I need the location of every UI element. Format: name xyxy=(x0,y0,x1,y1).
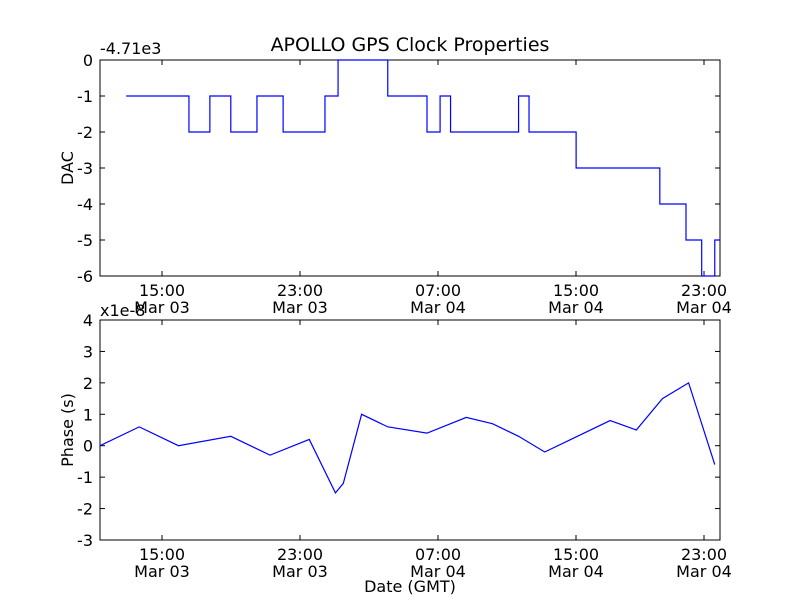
x-tick-label-date: Mar 03 xyxy=(272,562,328,581)
y-tick-label: -2 xyxy=(77,500,93,519)
x-tick-label-date: Mar 04 xyxy=(676,562,732,581)
x-tick-label-date: Mar 04 xyxy=(410,562,466,581)
x-tick-label-time: 23:00 xyxy=(681,545,727,564)
x-tick-label-time: 15:00 xyxy=(553,281,599,300)
chart-title: APOLLO GPS Clock Properties xyxy=(271,34,550,56)
phase-offset-label: x1e-8 xyxy=(100,301,145,320)
y-tick-label: -3 xyxy=(77,159,93,178)
y-tick-label: 1 xyxy=(83,405,93,424)
phase-panel: x1e-8 Phase (s) Date (GMT) 4 3 2 1 0 -1 -2 -3 15… xyxy=(58,301,732,596)
x-tick-label-date: Mar 04 xyxy=(676,298,732,317)
x-tick-label-date: Mar 04 xyxy=(548,562,604,581)
dac-y-axis-label: DAC xyxy=(58,151,77,185)
y-tick-label: -4 xyxy=(77,195,93,214)
x-tick-label-date: Mar 03 xyxy=(272,298,328,317)
x-tick-label-date: Mar 03 xyxy=(134,562,190,581)
x-tick-label-date: Mar 04 xyxy=(548,298,604,317)
y-tick-label: 0 xyxy=(83,437,93,456)
x-tick-label-time: 23:00 xyxy=(277,545,323,564)
phase-y-axis-label: Phase (s) xyxy=(58,393,77,467)
y-tick-label: 0 xyxy=(83,51,93,70)
x-tick-label-time: 15:00 xyxy=(553,545,599,564)
phase-x-axis-label: Date (GMT) xyxy=(364,577,456,596)
y-tick-label: -1 xyxy=(77,87,93,106)
y-tick-label: -2 xyxy=(77,123,93,142)
dac-offset-label: -4.71e3 xyxy=(100,39,161,58)
y-tick-label: -5 xyxy=(77,231,93,250)
x-tick-label-time: 23:00 xyxy=(681,281,727,300)
x-tick-label-date: Mar 03 xyxy=(134,298,190,317)
x-tick-label-time: 07:00 xyxy=(415,281,461,300)
x-tick-label-date: Mar 04 xyxy=(410,298,466,317)
x-tick-label-time: 15:00 xyxy=(139,281,185,300)
y-tick-label: -1 xyxy=(77,468,93,487)
x-tick-label-time: 23:00 xyxy=(277,281,323,300)
x-tick-label-time: 07:00 xyxy=(415,545,461,564)
phase-series-line xyxy=(99,381,716,494)
y-tick-label: -3 xyxy=(77,531,93,550)
y-tick-label: -6 xyxy=(77,267,93,286)
dac-series-line xyxy=(126,59,720,277)
x-tick-label-time: 15:00 xyxy=(139,545,185,564)
y-tick-label: 4 xyxy=(83,311,93,330)
y-tick-label: 2 xyxy=(83,374,93,393)
y-tick-label: 3 xyxy=(83,342,93,361)
